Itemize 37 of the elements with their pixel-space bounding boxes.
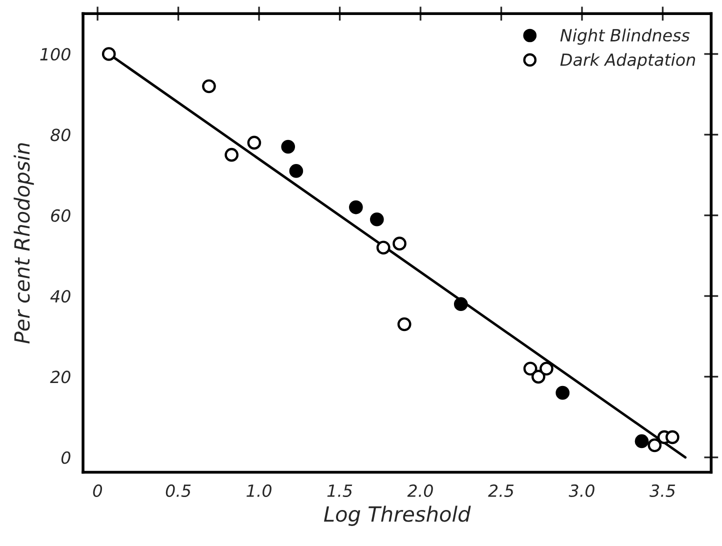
legend-label: Dark Adaptation [560, 53, 696, 70]
x-axis-title: Log Threshold [324, 506, 471, 526]
point [392, 236, 406, 250]
point [531, 370, 546, 384]
x-tick-label: 0 [93, 484, 102, 497]
point [648, 438, 662, 452]
legend-label: Night Blindness [560, 28, 690, 45]
x-tick-label: 2.5 [488, 484, 514, 497]
y-tick-label: 80 [50, 128, 70, 142]
y-tick-label: 100 [40, 48, 70, 61]
point [556, 386, 570, 400]
point [247, 136, 262, 150]
point [634, 434, 649, 448]
y-tick-label: 20 [50, 370, 70, 384]
point [665, 430, 680, 444]
point [289, 164, 304, 178]
y-axis-title: Per cent Rhodopsin [14, 143, 34, 344]
point [370, 212, 384, 226]
point [523, 362, 538, 376]
point [281, 140, 296, 154]
x-tick-label: 2.0 [407, 484, 433, 497]
x-tick-label: 3.0 [568, 484, 594, 497]
y-tick-label: 40 [50, 290, 70, 303]
point [224, 148, 239, 162]
point [202, 79, 216, 94]
point [102, 47, 116, 61]
point [454, 297, 468, 311]
point [376, 240, 390, 255]
point [349, 200, 363, 214]
x-tick-label: 3.5 [650, 484, 676, 497]
y-tick-label: 60 [51, 209, 70, 222]
x-tick-label: 0.5 [166, 484, 191, 497]
point [397, 317, 412, 332]
x-tick-label: 1.0 [246, 484, 272, 497]
x-tick-label: 1.5 [327, 484, 352, 497]
point [540, 362, 554, 376]
y-tick-label: 0 [61, 451, 70, 464]
